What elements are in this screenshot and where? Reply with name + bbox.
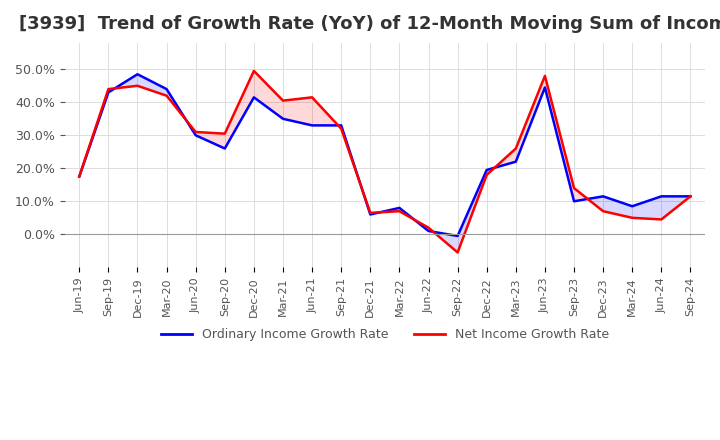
Ordinary Income Growth Rate — [75, 174, 84, 179]
Ordinary Income Growth Rate — [599, 194, 608, 199]
Ordinary Income Growth Rate — [307, 123, 316, 128]
Ordinary Income Growth Rate — [686, 194, 695, 199]
Legend: Ordinary Income Growth Rate, Net Income Growth Rate: Ordinary Income Growth Rate, Net Income … — [156, 323, 614, 346]
Line: Ordinary Income Growth Rate: Ordinary Income Growth Rate — [79, 74, 690, 236]
Ordinary Income Growth Rate — [482, 167, 491, 172]
Ordinary Income Growth Rate — [628, 204, 636, 209]
Net Income Growth Rate — [628, 215, 636, 220]
Net Income Growth Rate — [395, 209, 404, 214]
Ordinary Income Growth Rate — [192, 132, 200, 138]
Ordinary Income Growth Rate — [337, 123, 346, 128]
Ordinary Income Growth Rate — [250, 95, 258, 100]
Ordinary Income Growth Rate — [366, 212, 374, 217]
Net Income Growth Rate — [192, 129, 200, 135]
Net Income Growth Rate — [162, 93, 171, 98]
Net Income Growth Rate — [511, 146, 520, 151]
Ordinary Income Growth Rate — [424, 228, 433, 234]
Ordinary Income Growth Rate — [570, 199, 578, 204]
Line: Net Income Growth Rate: Net Income Growth Rate — [79, 71, 690, 253]
Ordinary Income Growth Rate — [220, 146, 229, 151]
Ordinary Income Growth Rate — [395, 205, 404, 211]
Net Income Growth Rate — [307, 95, 316, 100]
Net Income Growth Rate — [657, 217, 666, 222]
Ordinary Income Growth Rate — [511, 159, 520, 164]
Ordinary Income Growth Rate — [279, 116, 287, 121]
Title: [3939]  Trend of Growth Rate (YoY) of 12-Month Moving Sum of Incomes: [3939] Trend of Growth Rate (YoY) of 12-… — [19, 15, 720, 33]
Net Income Growth Rate — [337, 126, 346, 131]
Net Income Growth Rate — [599, 209, 608, 214]
Net Income Growth Rate — [454, 250, 462, 255]
Ordinary Income Growth Rate — [541, 85, 549, 90]
Ordinary Income Growth Rate — [133, 72, 142, 77]
Net Income Growth Rate — [279, 98, 287, 103]
Net Income Growth Rate — [366, 210, 374, 216]
Ordinary Income Growth Rate — [454, 233, 462, 238]
Net Income Growth Rate — [686, 194, 695, 199]
Net Income Growth Rate — [133, 83, 142, 88]
Net Income Growth Rate — [482, 172, 491, 177]
Net Income Growth Rate — [220, 131, 229, 136]
Net Income Growth Rate — [424, 225, 433, 231]
Net Income Growth Rate — [75, 174, 84, 179]
Net Income Growth Rate — [104, 86, 113, 92]
Ordinary Income Growth Rate — [162, 86, 171, 92]
Net Income Growth Rate — [541, 73, 549, 78]
Net Income Growth Rate — [250, 68, 258, 73]
Net Income Growth Rate — [570, 185, 578, 191]
Ordinary Income Growth Rate — [657, 194, 666, 199]
Ordinary Income Growth Rate — [104, 90, 113, 95]
